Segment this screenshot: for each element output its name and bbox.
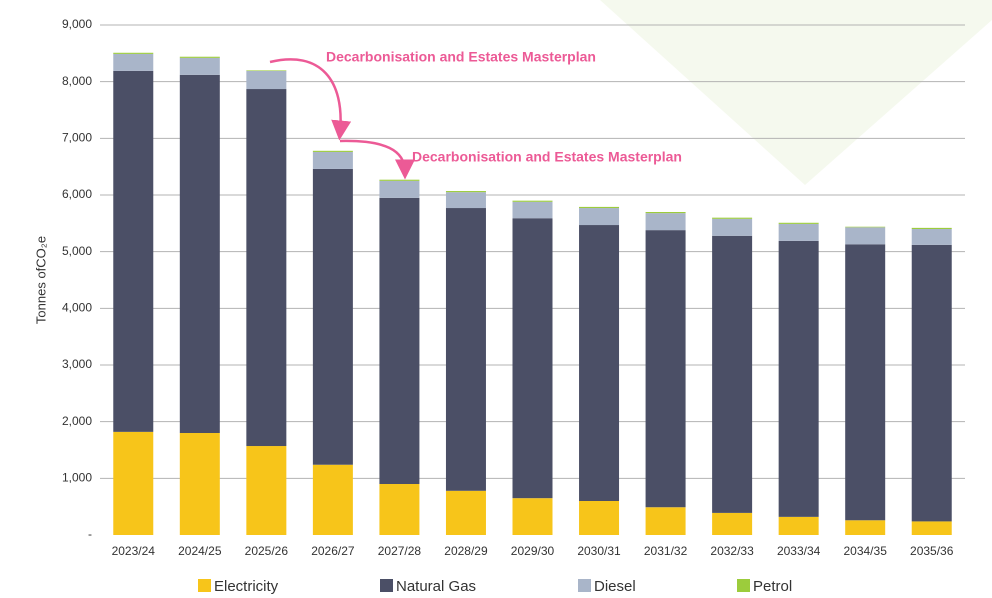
bar-segment — [911, 244, 952, 522]
legend-label: Natural Gas — [396, 578, 476, 595]
y-tick-label: 7,000 — [62, 131, 92, 145]
bar-segment — [845, 227, 886, 245]
x-tick-label: 2027/28 — [378, 544, 422, 558]
bar-segment — [246, 70, 287, 71]
y-tick-label: 6,000 — [62, 187, 92, 201]
legend-label: Electricity — [214, 578, 279, 595]
x-tick-label: 2035/36 — [910, 544, 954, 558]
y-tick-label: 3,000 — [62, 357, 92, 371]
bar-segment — [579, 225, 620, 502]
legend-label: Diesel — [594, 578, 636, 595]
x-tick-label: 2025/26 — [245, 544, 289, 558]
bar-segment — [579, 501, 620, 535]
bar-segment — [379, 484, 420, 535]
y-tick-label: 8,000 — [62, 74, 92, 88]
x-tick-label: 2024/25 — [178, 544, 222, 558]
y-tick-label: - — [88, 527, 92, 541]
bar-segment — [911, 229, 952, 245]
y-tick-label: 2,000 — [62, 414, 92, 428]
y-tick-label: 1,000 — [62, 471, 92, 485]
bar-segment — [113, 70, 154, 432]
bar-segment — [179, 74, 220, 433]
x-tick-label: 2023/24 — [112, 544, 156, 558]
annotation: Decarbonisation and Estates Masterplan — [326, 49, 596, 65]
bar-segment — [911, 227, 952, 229]
plot: - 1,000 2,000 3,000 4,000 5,000 6,000 7,000 8,00… — [62, 17, 965, 595]
bar-segment — [312, 168, 353, 465]
bar-segment — [645, 213, 686, 231]
x-tick-label: 2029/30 — [511, 544, 555, 558]
bar-segment — [113, 431, 154, 535]
bar-segment — [379, 180, 420, 198]
bar-segment — [712, 512, 753, 535]
bar-segment — [512, 201, 553, 219]
bar-segment — [445, 208, 486, 491]
bar-segment — [246, 70, 287, 90]
x-tick-label: 2030/31 — [577, 544, 621, 558]
legend-swatch — [198, 579, 211, 592]
legend-swatch — [737, 579, 750, 592]
bar-segment — [645, 230, 686, 508]
y-tick-label: 4,000 — [62, 301, 92, 315]
x-tick-label: 2028/29 — [444, 544, 488, 558]
annotation-arrow — [269, 58, 352, 141]
bar-segment — [712, 235, 753, 513]
bar-segment — [778, 222, 819, 224]
bar-segment — [113, 52, 154, 54]
bar-segment — [712, 217, 753, 219]
x-tick-label: 2031/32 — [644, 544, 688, 558]
bar-segment — [778, 223, 819, 241]
legend-label: Petrol — [753, 578, 792, 595]
bar-segment — [246, 446, 287, 535]
background-shape — [600, 0, 992, 185]
bar-segment — [312, 150, 353, 152]
annotation: Decarbonisation and Estates Masterplan — [412, 149, 682, 165]
bar-segment — [379, 179, 420, 181]
bar-segment — [512, 498, 553, 535]
bar-segment — [579, 208, 620, 226]
bar-segment — [379, 197, 420, 485]
bar-segment — [778, 240, 819, 517]
bar-segment — [179, 56, 220, 58]
x-tick-label: 2033/34 — [777, 544, 821, 558]
bar-segment — [445, 191, 486, 193]
bar-segment — [845, 244, 886, 521]
bar-segment — [645, 212, 686, 214]
bar-segment — [445, 490, 486, 535]
bar-segment — [911, 521, 952, 535]
legend-swatch — [578, 579, 591, 592]
legend-swatch — [380, 579, 393, 592]
bar-segment — [845, 226, 886, 228]
bar-segment — [845, 520, 886, 535]
bar-segment — [512, 200, 553, 202]
bar-segment — [312, 151, 353, 169]
x-tick-label: 2026/27 — [311, 544, 355, 558]
bar-segment — [778, 516, 819, 535]
bar-segment — [246, 89, 287, 447]
bar-segment — [312, 464, 353, 535]
y-tick-label: 9,000 — [62, 17, 92, 31]
bar-segment — [579, 206, 620, 209]
bar-segment — [113, 53, 154, 71]
y-axis-label: Tonnes ofCO₂e — [33, 236, 48, 324]
bar-segment — [445, 192, 486, 209]
x-tick-label: 2032/33 — [710, 544, 754, 558]
bar-segment — [712, 218, 753, 236]
bar-segment — [179, 433, 220, 535]
bar-segment — [645, 507, 686, 535]
y-tick-label: 5,000 — [62, 244, 92, 258]
bar-segment — [179, 57, 220, 75]
annotation-arrow — [339, 139, 415, 180]
bar-segment — [512, 218, 553, 499]
x-tick-label: 2034/35 — [843, 544, 887, 558]
